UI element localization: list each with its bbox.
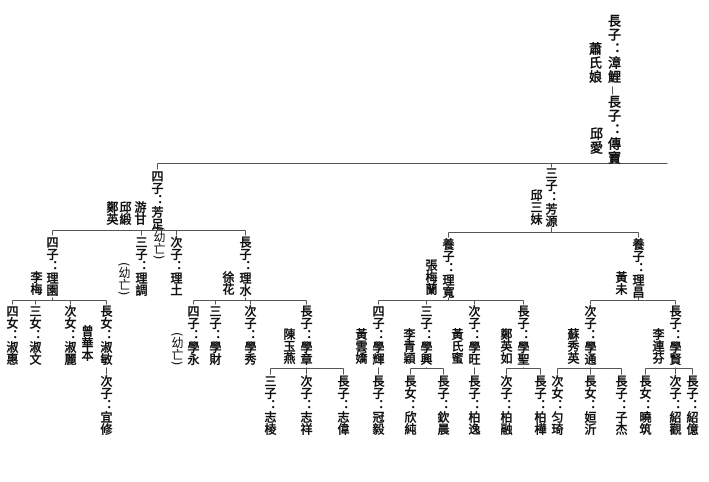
person-label: 長子：理水 bbox=[238, 236, 252, 296]
person-label: 三子：學興 bbox=[419, 305, 433, 365]
person-label: 三子：志棱 bbox=[263, 375, 277, 435]
person-label: 四子：學輝 bbox=[371, 305, 385, 365]
person-label: 次子：紹觀 bbox=[668, 375, 682, 435]
person-label: 次子：志祥 bbox=[299, 375, 313, 435]
person-label: 黃雲嬌 bbox=[354, 328, 368, 364]
person-label: 次女：匀琦 bbox=[550, 375, 564, 435]
person-label: (幼亡) bbox=[117, 262, 131, 296]
person-label: 次子：學通 bbox=[583, 305, 597, 365]
person-label: 次女：淑麗 bbox=[63, 305, 77, 365]
person-label: 李青穎 bbox=[402, 328, 416, 364]
person-label: 養子：理昌 bbox=[631, 238, 645, 298]
person-label: 三子：理調 bbox=[134, 236, 148, 296]
person-label: 養子：理寬 bbox=[441, 238, 455, 298]
person-label: 長女：欣純 bbox=[403, 375, 417, 435]
person-label: 長女：曉筑 bbox=[638, 375, 652, 435]
person-label: 長女：姮沂 bbox=[583, 375, 597, 435]
person-label: (幼亡) bbox=[170, 332, 184, 366]
person-label: 邱緞 bbox=[118, 201, 132, 225]
person-label: 長子：學章 bbox=[299, 305, 313, 365]
person-label: 次子：理土 bbox=[169, 236, 183, 296]
person-label: 游甘 bbox=[133, 201, 147, 225]
person-label: 蘇秀英 bbox=[566, 328, 580, 364]
person-label: 次子：柏融 bbox=[499, 375, 513, 435]
person-label: 三子：學財 bbox=[208, 305, 222, 365]
person-label: 四子：芳足 bbox=[150, 170, 164, 230]
person-label: 次子：學旺 bbox=[467, 305, 481, 365]
person-label: 長子：子杰 bbox=[614, 375, 628, 435]
person-label: 三女：淑文 bbox=[28, 305, 42, 365]
person-label: 長子：柏樺 bbox=[533, 375, 547, 435]
person-label: 長子：學賢 bbox=[668, 305, 682, 365]
person-label: 徐花 bbox=[221, 271, 235, 295]
person-label: 李連芬 bbox=[651, 328, 665, 364]
person-label: 鄭英 bbox=[105, 201, 119, 225]
person-label: 蕭氏娘 bbox=[586, 42, 601, 84]
person-label: 長子：學聖 bbox=[516, 305, 530, 365]
person-label: 長子：漳鯉 bbox=[605, 14, 620, 84]
person-label: 四女：淑惠 bbox=[5, 305, 19, 365]
person-label: 四子：學永 bbox=[186, 305, 200, 365]
person-label: 陳玉燕 bbox=[282, 328, 296, 364]
person-label: 次子：學秀 bbox=[243, 305, 257, 365]
person-label: 曾華本 bbox=[80, 325, 94, 361]
person-label: 長子：柏逸 bbox=[467, 375, 481, 435]
person-label: 長子：冠毅 bbox=[371, 375, 385, 435]
person-label: 邱愛 bbox=[587, 127, 602, 155]
person-label: 長女：淑敏 bbox=[99, 305, 113, 365]
person-label: 鄭英如 bbox=[499, 328, 513, 364]
person-label: 次子：宜修 bbox=[99, 375, 113, 435]
person-label: 李梅 bbox=[29, 271, 43, 295]
person-label: 三子：芳源 bbox=[544, 167, 558, 227]
person-label: 張梅蘭 bbox=[424, 259, 438, 295]
person-label: 長子：志偉 bbox=[336, 375, 350, 435]
person-label: 長子：欽晨 bbox=[436, 375, 450, 435]
person-label: 長子：傳寶 bbox=[605, 95, 620, 165]
person-label: 四子：理園 bbox=[45, 236, 59, 296]
person-label: (幼亡) bbox=[152, 226, 166, 260]
person-label: 邱三妹 bbox=[529, 189, 543, 225]
person-label: 長子：紹億 bbox=[685, 375, 699, 435]
person-label: 黃未 bbox=[614, 271, 628, 295]
person-label: 黃氏蜜 bbox=[450, 328, 464, 364]
